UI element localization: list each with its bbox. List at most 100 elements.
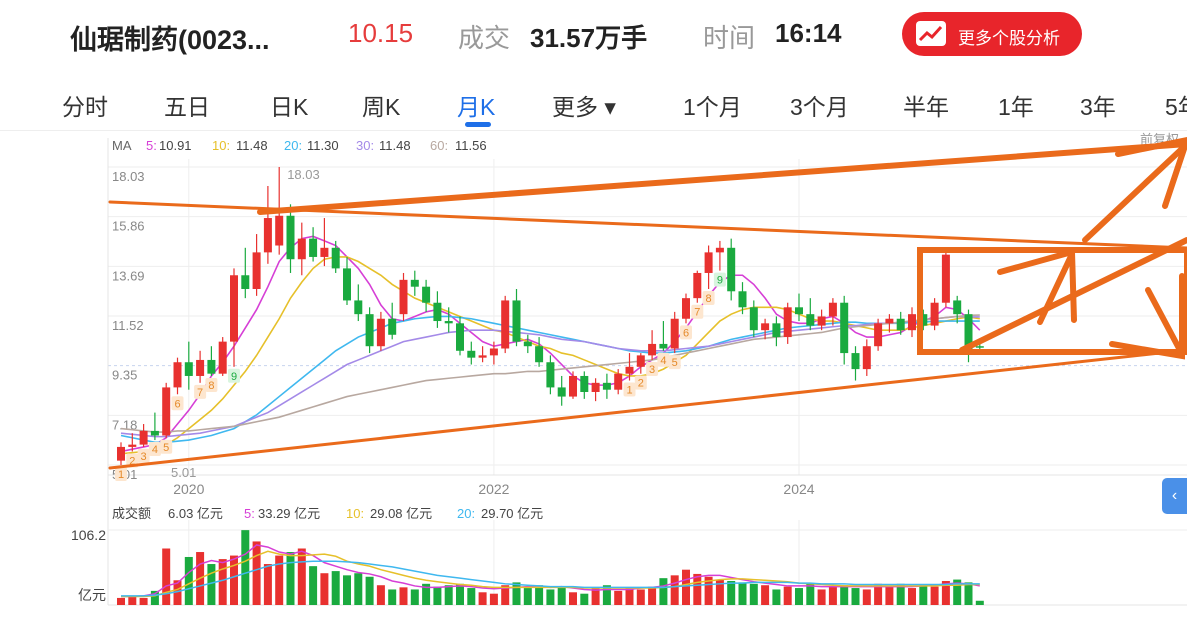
- candle-body: [828, 302, 837, 317]
- volume-bar: [286, 552, 295, 605]
- volume-bar: [376, 585, 385, 605]
- price-grid: [107, 138, 1187, 605]
- candle-body: [772, 323, 781, 338]
- volume-bar: [817, 589, 826, 605]
- candle-body: [173, 362, 182, 388]
- ma5-value: 10.91: [159, 138, 192, 153]
- x-tick-label: 2024: [783, 481, 814, 497]
- volume-bar: [230, 555, 238, 605]
- volume-bar: [184, 556, 193, 605]
- ma-line-5: [120, 235, 981, 453]
- sequence-marker-label: 1: [118, 469, 124, 481]
- candle-body: [207, 359, 216, 374]
- breakout-box[interactable]: [917, 247, 1187, 355]
- volume-legend: 成交额 6.03 亿元 5: 33.29 亿元 10: 29.08 亿元 20:…: [112, 506, 543, 521]
- tab-monthly-k[interactable]: 月K: [457, 94, 496, 120]
- volume-bar: [478, 592, 487, 605]
- candle-body: [704, 252, 713, 273]
- stock-name[interactable]: 仙琚制药(0023...: [70, 25, 270, 55]
- ma-lines: [120, 235, 981, 455]
- candle-body: [297, 238, 306, 260]
- candle-body: [230, 275, 238, 342]
- candle-body: [523, 341, 532, 347]
- tab-5-years[interactable]: 5年: [1165, 94, 1187, 120]
- tab-1-month[interactable]: 1个月: [683, 94, 742, 120]
- volume-bar: [908, 588, 916, 605]
- volume-bar: [218, 559, 227, 605]
- sequence-marker: [228, 368, 240, 383]
- candle-body: [275, 215, 284, 246]
- tab-weekly-k[interactable]: 周K: [362, 94, 401, 120]
- y-tick-label: 7.18: [112, 417, 137, 432]
- ma-line-20: [120, 315, 980, 444]
- sequence-marker: [623, 382, 636, 397]
- kline-chart[interactable]: MA 5: 10.91 10: 11.48 20: 11.30 30: 11.4…: [0, 130, 1187, 628]
- y-tick-label: 18.03: [112, 169, 145, 184]
- tab-half-year[interactable]: 半年: [903, 94, 949, 120]
- sequence-marker: [668, 355, 681, 370]
- ma-line-30: [120, 315, 980, 438]
- sequence-marker: [205, 377, 218, 392]
- candle-body: [546, 362, 555, 388]
- down-arrow-head: [1109, 273, 1185, 360]
- sequence-marker: [194, 384, 207, 399]
- candle-body: [128, 444, 137, 447]
- lower-trendline[interactable]: [108, 348, 1187, 470]
- volume-ma-line-5: [121, 544, 980, 598]
- x-tick-label: 2022: [478, 481, 509, 497]
- tab-1-year[interactable]: 1年: [998, 94, 1034, 120]
- sequence-marker-label: 3: [649, 364, 655, 376]
- volume-bar: [636, 589, 645, 605]
- tab-intraday[interactable]: 分时: [62, 94, 108, 120]
- sequence-marker-label: 5: [672, 357, 678, 369]
- down-arrow-shaft: [1145, 287, 1185, 357]
- candle-body: [795, 307, 803, 315]
- candle-body: [252, 252, 261, 289]
- vol-legend-value: 6.03 亿元: [168, 506, 223, 521]
- sequence-marker-label: 5: [163, 442, 169, 454]
- volume-bar: [964, 582, 973, 605]
- sequence-marker: [137, 448, 150, 463]
- ma-legend-prefix: MA: [112, 138, 132, 153]
- sequence-marker: [713, 272, 726, 287]
- candle-body: [388, 318, 397, 335]
- candle-body: [885, 318, 894, 324]
- candle-body: [941, 254, 950, 303]
- volume-label: 成交: [458, 23, 511, 53]
- candle-body: [930, 302, 939, 326]
- tab-five-day[interactable]: 五日: [164, 94, 210, 120]
- volume-bar: [919, 585, 928, 605]
- volume-bar: [659, 578, 668, 605]
- more-analysis-button[interactable]: 更多个股分析: [902, 12, 1082, 56]
- candle-body: [478, 355, 487, 358]
- candle-body: [749, 307, 758, 331]
- volume-bar: [241, 530, 250, 605]
- volume-bar: [297, 548, 306, 605]
- ma-legend: 5: 10.91 10: 11.48 20: 11.30 30: 11.48 6…: [146, 132, 1179, 153]
- volume-bar: [150, 590, 159, 605]
- volume-ma-lines: [121, 544, 980, 598]
- volume-bar: [162, 548, 171, 605]
- candle-body: [489, 348, 498, 356]
- candle-body: [343, 268, 351, 301]
- ma20-label: 20:: [284, 138, 302, 153]
- candle-body: [591, 382, 600, 392]
- volume-bar: [580, 593, 589, 605]
- side-panel-toggle[interactable]: ‹: [1162, 478, 1187, 514]
- upper-expand-line[interactable]: [257, 141, 1187, 215]
- volume-bar: [569, 592, 577, 605]
- sequence-marker-label: 2: [638, 378, 644, 390]
- tab-daily-k[interactable]: 日K: [270, 94, 309, 120]
- tab-3-months[interactable]: 3个月: [790, 94, 849, 120]
- mid-arrow-shaft: [1037, 251, 1075, 325]
- tab-3-years[interactable]: 3年: [1080, 94, 1116, 120]
- candle-body: [670, 318, 679, 349]
- volume-bar: [456, 583, 464, 605]
- time-axis-labels: 2020 2022 2024: [173, 481, 815, 497]
- candle-body: [614, 373, 623, 390]
- candle-body: [840, 302, 849, 354]
- volume-bars: [117, 530, 984, 605]
- ma60-value: 11.56: [455, 138, 487, 153]
- tab-more-dropdown[interactable]: 更多 ▾: [552, 94, 616, 120]
